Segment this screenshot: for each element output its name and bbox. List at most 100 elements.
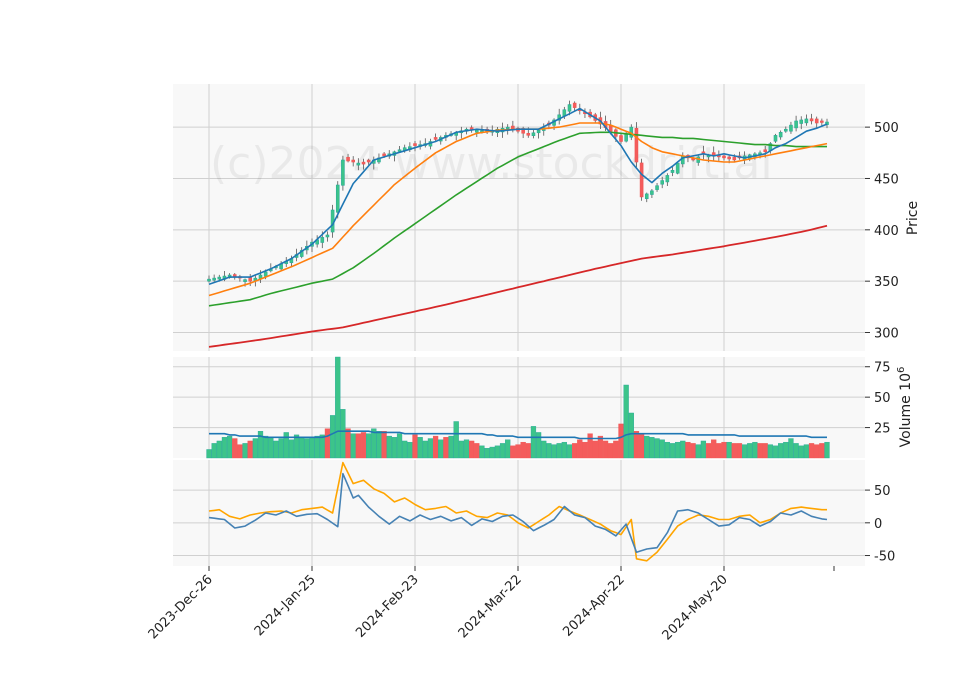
price-ytick-label: 400 <box>874 224 899 239</box>
candle-up <box>212 277 216 281</box>
volume-bar-down <box>443 437 449 459</box>
volume-bar-up <box>541 440 547 459</box>
volume-ytick-label: 75 <box>874 361 891 376</box>
candle-up <box>624 134 628 142</box>
candle-down <box>346 156 350 162</box>
candle-down <box>232 274 237 277</box>
volume-bar-down <box>587 433 593 459</box>
volume-bar-up <box>293 434 300 459</box>
volume-bar-down <box>360 432 367 459</box>
candle-down <box>619 135 623 142</box>
volume-bar-down <box>412 434 418 459</box>
volume-bar-up <box>340 409 346 459</box>
candle-up <box>335 184 340 213</box>
volume-bar-up <box>453 421 459 459</box>
x-tick-label: 2024-Jan-25 <box>252 572 319 639</box>
volume-bar-up <box>664 441 670 459</box>
volume-bar-up <box>438 439 444 459</box>
volume-bar-up <box>788 438 794 459</box>
volume-bar-up <box>767 444 773 459</box>
candle-down <box>526 133 531 136</box>
x-axis: 2023-Dec-26 2024-Jan-25 2024-Feb-23 2024-Ma… <box>146 566 835 643</box>
volume-bar-up <box>669 443 676 459</box>
price-ytick-label: 350 <box>874 275 899 290</box>
oscillator-orange-line <box>208 461 827 562</box>
volume-bar-up <box>484 448 490 459</box>
x-tick-label: 2024-Feb-23 <box>353 572 422 641</box>
candle-down <box>763 149 767 153</box>
candle-down <box>413 143 417 146</box>
candle-down <box>820 120 824 123</box>
volume-bar-down <box>757 443 763 459</box>
volume-ytick-label: 50 <box>874 391 891 406</box>
candle-up <box>320 237 325 243</box>
volume-bar-up <box>299 437 305 459</box>
volume-bar-up <box>561 441 567 459</box>
volume-bar-up <box>680 440 686 459</box>
volume-bar-up <box>458 440 464 459</box>
candle-down <box>722 155 726 159</box>
volume-bar-down <box>690 443 696 459</box>
volume-bar-down <box>474 443 480 459</box>
candle-down <box>634 127 639 163</box>
volume-bar-up <box>268 437 274 459</box>
volume-bar-up <box>463 439 470 459</box>
volume-bar-down <box>736 443 743 459</box>
candle-down <box>727 156 731 160</box>
volume-bar-down <box>705 443 712 459</box>
candle-up <box>207 278 211 282</box>
volume-bar-up <box>783 441 789 459</box>
candle-up <box>325 234 330 238</box>
volume-bar-up <box>278 438 284 459</box>
volume-bar-up <box>623 384 629 459</box>
volume-bar-up <box>242 443 248 459</box>
volume-bar-down <box>572 443 578 459</box>
volume-bar-down <box>618 423 624 459</box>
volume-bar-down <box>731 443 737 459</box>
volume-bar-down <box>716 443 722 459</box>
candle-down <box>814 118 819 124</box>
watermark-text: (c)2024 www.stockdrift.ai <box>210 138 773 189</box>
volume-bar-up <box>793 443 799 459</box>
volume-bar-up <box>206 449 212 459</box>
candle-down <box>351 159 355 163</box>
candle-up <box>789 124 793 132</box>
volume-bar-up <box>371 428 377 459</box>
candle-up <box>644 193 649 199</box>
candle-up <box>778 132 783 138</box>
candle-up <box>341 159 345 186</box>
candle-up <box>299 250 304 257</box>
candle-up <box>536 129 541 134</box>
price-ytick-label: 300 <box>874 327 899 342</box>
volume-bar-up <box>314 435 320 459</box>
volume-bar-up <box>649 437 655 459</box>
volume-bar-up <box>551 444 557 459</box>
volume-ytick-label: 25 <box>874 422 891 437</box>
volume-bar-up <box>329 415 336 459</box>
volume-bar-up <box>319 434 325 459</box>
volume-bar-up <box>798 445 804 459</box>
volume-axis-label: Volume 106 <box>896 367 914 448</box>
candle-down <box>732 156 737 161</box>
price-panel: 300 350 400 450 500 (c)2024 www.stockdrift.ai… <box>173 84 921 351</box>
x-tick-label: 2024-Mar-22 <box>456 572 525 641</box>
oscillator-blue-line <box>208 472 828 554</box>
volume-bar-up <box>273 440 279 459</box>
candle-up <box>243 279 247 282</box>
candle-up <box>675 162 680 174</box>
volume-axis-exponent: 6 <box>896 367 907 373</box>
volume-bar-up <box>402 440 408 459</box>
candle-up <box>217 276 222 280</box>
volume-bar-down <box>469 440 475 459</box>
volume-bar-up <box>211 443 217 459</box>
volume-bar-down <box>582 441 588 459</box>
moving-average-long-line <box>208 224 828 348</box>
price-ytick-label: 450 <box>874 172 899 187</box>
volume-bar-down <box>602 440 609 459</box>
volume-bar-down <box>633 431 640 459</box>
volume-bar-up <box>659 439 665 459</box>
volume-bar-up <box>489 446 495 459</box>
volume-bar-down <box>355 433 361 459</box>
candle-up <box>356 162 361 166</box>
volume-panel: 25 50 75 Volume 106 <box>173 356 914 459</box>
